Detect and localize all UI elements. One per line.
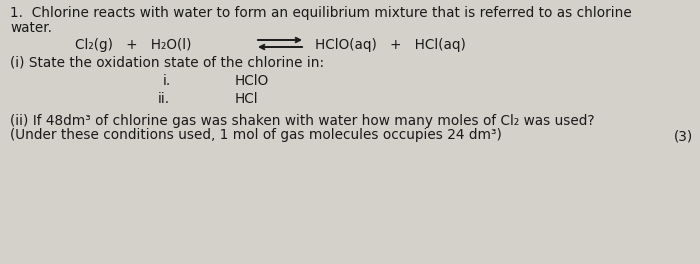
Text: 1.  Chlorine reacts with water to form an equilibrium mixture that is referred t: 1. Chlorine reacts with water to form an…	[10, 6, 631, 20]
Text: i.: i.	[163, 74, 172, 88]
Text: ii.: ii.	[158, 92, 170, 106]
Text: Cl₂(g)   +   H₂O(l): Cl₂(g) + H₂O(l)	[75, 38, 192, 52]
Text: (ii) If 48dm³ of chlorine gas was shaken with water how many moles of Cl₂ was us: (ii) If 48dm³ of chlorine gas was shaken…	[10, 114, 594, 128]
Text: HCl: HCl	[235, 92, 258, 106]
Text: water.: water.	[10, 21, 52, 35]
Text: (3): (3)	[673, 130, 693, 144]
Text: HClO(aq)   +   HCl(aq): HClO(aq) + HCl(aq)	[315, 38, 466, 52]
Text: HClO: HClO	[235, 74, 270, 88]
Text: (i) State the oxidation state of the chlorine in:: (i) State the oxidation state of the chl…	[10, 56, 324, 70]
Text: (Under these conditions used, 1 mol of gas molecules occupies 24 dm³): (Under these conditions used, 1 mol of g…	[10, 128, 502, 142]
